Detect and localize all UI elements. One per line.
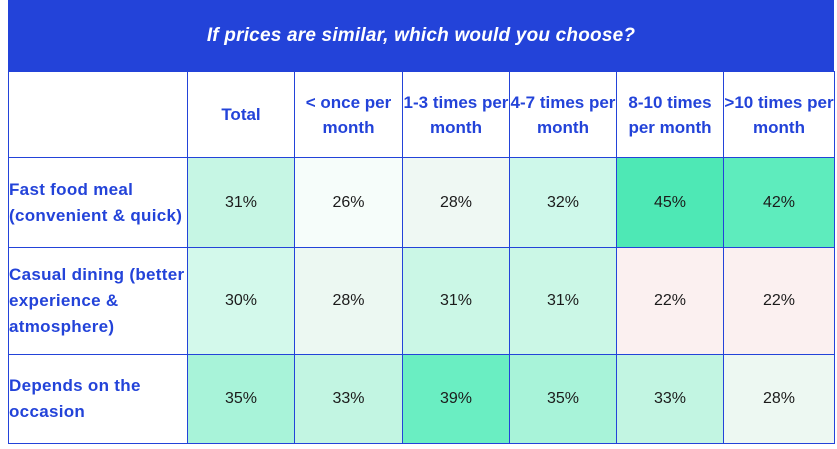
value-cell: 33% xyxy=(616,354,724,444)
value-cell: 32% xyxy=(509,157,617,248)
value-cell: 28% xyxy=(723,354,835,444)
row-label-depends: Depends on the occasion xyxy=(8,354,188,444)
data-table: Total < once per month 1-3 times per mon… xyxy=(8,71,835,444)
value-cell: 35% xyxy=(509,354,617,444)
value-cell: 45% xyxy=(616,157,724,248)
column-header-lt-once-per-month: < once per month xyxy=(294,71,403,158)
value-cell: 33% xyxy=(294,354,403,444)
value-cell: 22% xyxy=(616,247,724,355)
row-label-casual-dining: Casual dining (better experience & atmos… xyxy=(8,247,188,355)
table-row-depends: Depends on the occasion 35% 33% 39% 35% … xyxy=(8,354,835,444)
header-row: Total < once per month 1-3 times per mon… xyxy=(8,71,835,158)
corner-cell xyxy=(8,71,188,158)
column-header-8-10-times: 8-10 times per month xyxy=(616,71,724,158)
value-cell: 22% xyxy=(723,247,835,355)
value-cell: 39% xyxy=(402,354,510,444)
value-cell: 31% xyxy=(402,247,510,355)
column-header-4-7-times: 4-7 times per month xyxy=(509,71,617,158)
value-cell: 42% xyxy=(723,157,835,248)
value-cell: 31% xyxy=(187,157,295,248)
column-header-gt-10-times: >10 times per month xyxy=(723,71,835,158)
value-cell: 30% xyxy=(187,247,295,355)
column-header-total: Total xyxy=(187,71,295,158)
row-label-fast-food: Fast food meal (convenient & quick) xyxy=(8,157,188,248)
value-cell: 28% xyxy=(402,157,510,248)
table-row-fast-food: Fast food meal (convenient & quick) 31% … xyxy=(8,157,835,248)
value-cell: 35% xyxy=(187,354,295,444)
value-cell: 28% xyxy=(294,247,403,355)
table-row-casual-dining: Casual dining (better experience & atmos… xyxy=(8,247,835,355)
column-header-1-3-times: 1-3 times per month xyxy=(402,71,510,158)
value-cell: 26% xyxy=(294,157,403,248)
value-cell: 31% xyxy=(509,247,617,355)
table-title: If prices are similar, which would you c… xyxy=(8,0,834,71)
